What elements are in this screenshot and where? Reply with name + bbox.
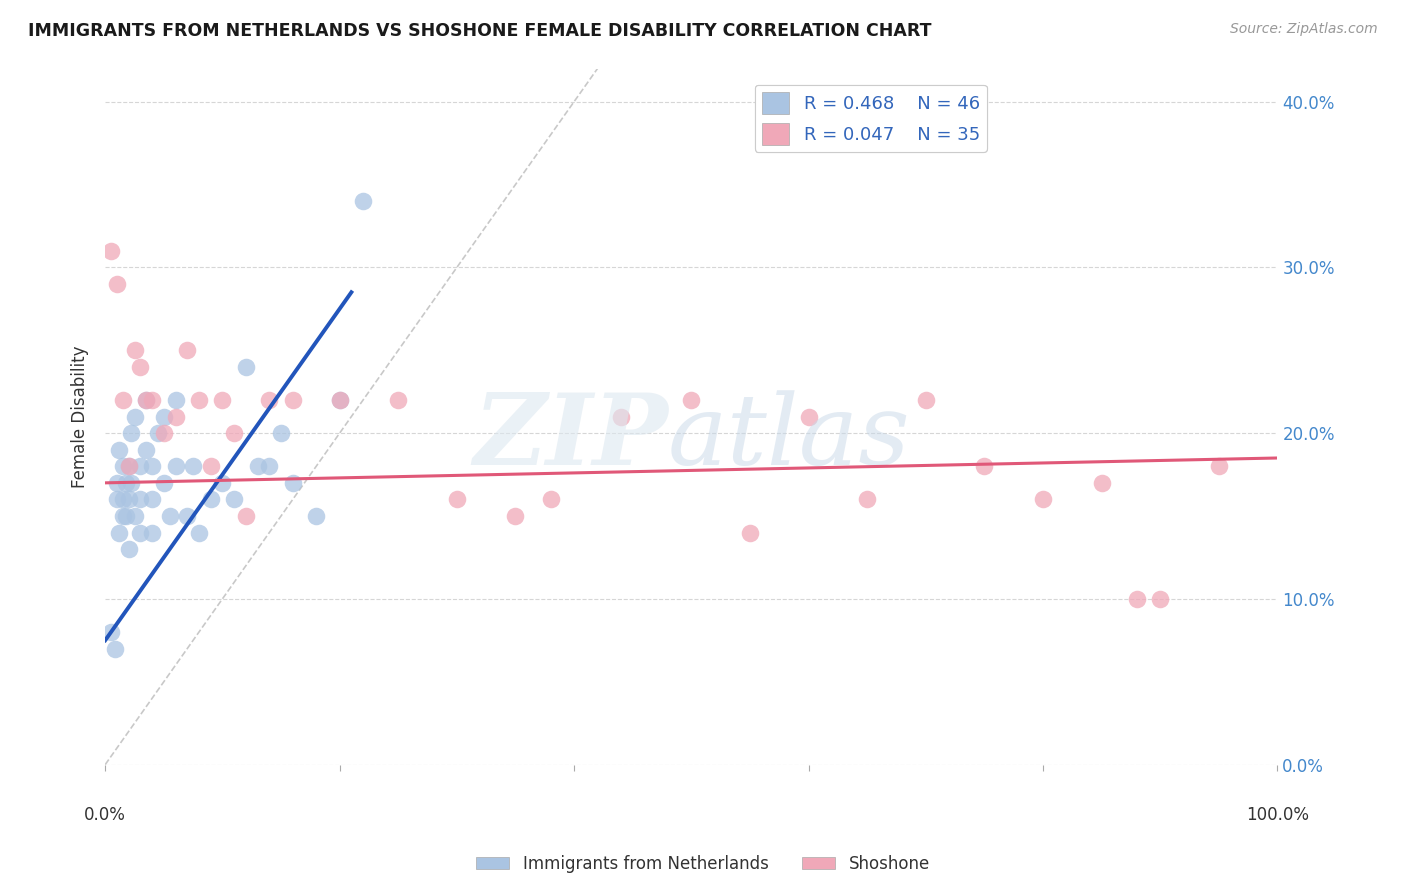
Point [129,359,152,374]
Point [188,392,211,407]
Legend: Immigrants from Netherlands, Shoshone: Immigrants from Netherlands, Shoshone [470,848,936,880]
Point [1032,492,1054,507]
Point [124,343,146,358]
Point [270,426,292,441]
Point [246,459,269,474]
Point [181,459,204,474]
Point [235,359,257,374]
Point [281,392,304,407]
Point [259,392,281,407]
Point [446,492,468,507]
Point [281,475,304,490]
Point [118,459,141,474]
Text: IMMIGRANTS FROM NETHERLANDS VS SHOSHONE FEMALE DISABILITY CORRELATION CHART: IMMIGRANTS FROM NETHERLANDS VS SHOSHONE … [28,22,932,40]
Point [118,459,141,474]
Point [118,492,141,507]
Point [111,508,134,523]
Point [176,508,198,523]
Text: atlas: atlas [668,390,911,485]
Point [115,475,138,490]
Point [115,508,138,523]
Point [165,459,187,474]
Point [124,508,146,523]
Point [135,392,157,407]
Point [973,459,995,474]
Point [165,392,187,407]
Point [105,475,128,490]
Point [738,525,761,540]
Point [141,492,163,507]
Point [111,492,134,507]
Point [108,442,131,457]
Point [141,392,163,407]
Point [856,492,879,507]
Point [914,392,936,407]
Point [100,244,122,258]
Point [135,442,157,457]
Point [129,492,152,507]
Point [305,508,328,523]
Point [141,525,163,540]
Point [100,625,122,640]
Point [120,426,142,441]
Point [124,409,146,424]
Point [108,525,131,540]
Point [329,392,352,407]
Y-axis label: Female Disability: Female Disability [72,345,89,488]
Point [211,392,233,407]
Point [200,459,222,474]
Point [159,508,181,523]
Point [129,525,152,540]
Text: 100.0%: 100.0% [1246,806,1309,824]
Point [141,459,163,474]
Point [224,426,246,441]
Text: Source: ZipAtlas.com: Source: ZipAtlas.com [1230,22,1378,37]
Text: 0.0%: 0.0% [84,806,127,824]
Point [111,459,134,474]
Point [797,409,820,424]
Point [120,475,142,490]
Point [153,475,176,490]
Point [259,459,281,474]
Point [1149,591,1171,606]
Point [165,409,187,424]
Point [505,508,527,523]
Point [1208,459,1230,474]
Point [387,392,409,407]
Point [146,426,169,441]
Point [104,641,127,656]
Point [235,508,257,523]
Point [111,392,134,407]
Point [610,409,633,424]
Text: ZIP: ZIP [472,389,668,485]
Point [176,343,198,358]
Point [188,525,211,540]
Point [129,459,152,474]
Point [1125,591,1147,606]
Point [153,426,176,441]
Point [105,277,128,291]
Point [200,492,222,507]
Point [352,194,374,208]
Legend: R = 0.468    N = 46, R = 0.047    N = 35: R = 0.468 N = 46, R = 0.047 N = 35 [755,85,987,152]
Point [211,475,233,490]
Point [329,392,352,407]
Point [135,392,157,407]
Point [540,492,562,507]
Point [1090,475,1112,490]
Point [224,492,246,507]
Point [681,392,703,407]
Point [105,492,128,507]
Point [153,409,176,424]
Point [118,542,141,557]
